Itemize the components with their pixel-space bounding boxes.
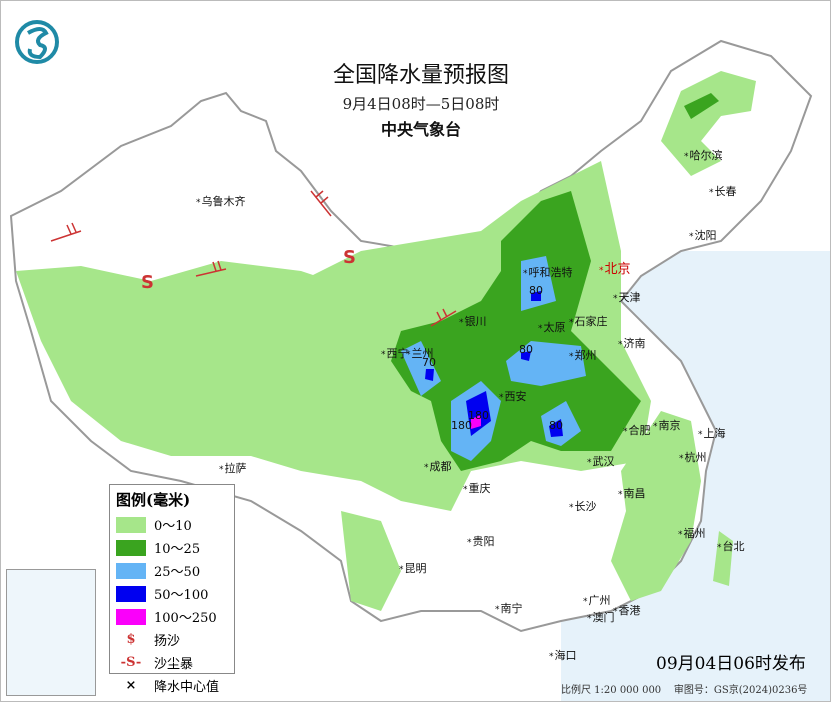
rain-0-10-southwest <box>341 511 401 611</box>
map-footer: 比例尺 1:20 000 000 审图号：GS京(2024)0236号 <box>561 681 807 696</box>
legend-sandstorm: -S- 沙尘暴 <box>116 651 228 674</box>
sandstorm-icon: S <box>343 247 356 268</box>
city-label: 上海 <box>698 425 726 441</box>
city-label: 济南 <box>618 335 646 351</box>
legend-swatch <box>116 562 146 579</box>
legend-title: 图例(毫米) <box>116 491 191 509</box>
center-value: 180 <box>451 419 472 432</box>
city-label: 西安 <box>499 388 527 404</box>
legend-label: 50～100 <box>154 588 209 603</box>
legend-swatch <box>116 539 146 556</box>
city-label: 南京 <box>653 417 681 433</box>
city-label: 杭州 <box>679 449 707 465</box>
legend-range: 100～250 <box>116 605 228 628</box>
city-label: 西宁 <box>381 345 409 361</box>
forecast-period: 9月4日08时—5日08时 <box>342 95 500 113</box>
city-label: 昆明 <box>399 560 427 576</box>
city-label: 银川 <box>459 313 487 329</box>
city-label: 贵阳 <box>467 533 495 549</box>
city-label: 重庆 <box>463 480 491 496</box>
city-label: 沈阳 <box>689 227 717 243</box>
center-value: 80 <box>519 343 533 356</box>
cross-icon: × <box>125 678 137 693</box>
center-value: 70 <box>422 356 436 369</box>
city-label: 武汉 <box>587 453 615 469</box>
legend-swatch <box>116 516 146 533</box>
city-label: 台北 <box>717 538 745 554</box>
city-label: 太原 <box>538 319 566 335</box>
center-value: 80 <box>529 284 543 297</box>
city-label: 呼和浩特 <box>523 264 573 280</box>
issue-time: 09月04日06时发布 <box>656 654 806 674</box>
legend-label: 0～10 <box>154 519 192 534</box>
map-title: 全国降水量预报图 9月4日08时—5日08时 中央气象台 <box>301 57 541 140</box>
legend-label: 100～250 <box>154 611 217 626</box>
blowing-sand-icon: S <box>141 272 154 293</box>
city-label: 成都 <box>424 458 452 474</box>
city-label: 南宁 <box>495 600 523 616</box>
city-label: 南昌 <box>618 485 646 501</box>
legend-range: 10～25 <box>116 536 228 559</box>
legend-label: 25～50 <box>154 565 201 580</box>
legend-label: 扬沙 <box>154 634 181 649</box>
legend-label: 10～25 <box>154 542 201 557</box>
legend-center-value: × 降水中心值 <box>116 674 228 697</box>
city-label: 长春 <box>709 183 737 199</box>
city-label: 长沙 <box>569 498 597 514</box>
legend-swatch <box>116 585 146 602</box>
legend-blowing-sand: $ 扬沙 <box>116 628 228 651</box>
city-label: 拉萨 <box>219 460 247 476</box>
rain-10-25-ne <box>684 93 719 119</box>
city-label: 北京 <box>599 258 631 277</box>
city-label: 海口 <box>549 647 577 663</box>
agency-name: 中央气象台 <box>380 120 461 139</box>
map-number: 审图号：GS京(2024)0236号 <box>673 685 808 696</box>
city-label: 合肥 <box>623 422 651 438</box>
cma-logo <box>15 20 59 64</box>
wind-barbs <box>50 190 457 327</box>
city-label: 兰州 <box>406 345 434 361</box>
city-label: 香港 <box>613 602 641 618</box>
legend: 图例(毫米) 0～10 10～25 25～50 50～100 100～250 $ 扬沙 -… <box>109 484 235 695</box>
legend-swatch <box>116 608 146 625</box>
city-label: 郑州 <box>569 347 597 363</box>
legend-range: 50～100 <box>116 582 228 605</box>
city-label: 哈尔滨 <box>684 147 723 163</box>
legend-label: 沙尘暴 <box>154 657 194 672</box>
city-label: 福州 <box>678 525 706 541</box>
city-label: 澳门 <box>587 609 615 625</box>
sandstorm-icon: -S- <box>120 655 142 670</box>
center-value: 80 <box>549 419 563 432</box>
title-text: 全国降水量预报图 <box>332 63 509 88</box>
city-label: 天津 <box>613 289 641 305</box>
city-label: 广州 <box>583 592 611 608</box>
legend-range: 0～10 <box>116 513 228 536</box>
legend-label: 降水中心值 <box>154 680 220 695</box>
south-china-sea-inset <box>6 569 96 696</box>
blowing-sand-icon: $ <box>126 632 136 647</box>
sand-symbols: S S <box>141 247 356 293</box>
rain-25-50 <box>401 256 586 461</box>
legend-range: 25～50 <box>116 559 228 582</box>
city-label: 乌鲁木齐 <box>196 193 246 209</box>
city-label: 石家庄 <box>569 313 608 329</box>
rain-100-250 <box>471 415 481 429</box>
scale-text: 比例尺 1:20 000 000 <box>561 685 662 696</box>
center-value: 180 <box>468 409 489 422</box>
